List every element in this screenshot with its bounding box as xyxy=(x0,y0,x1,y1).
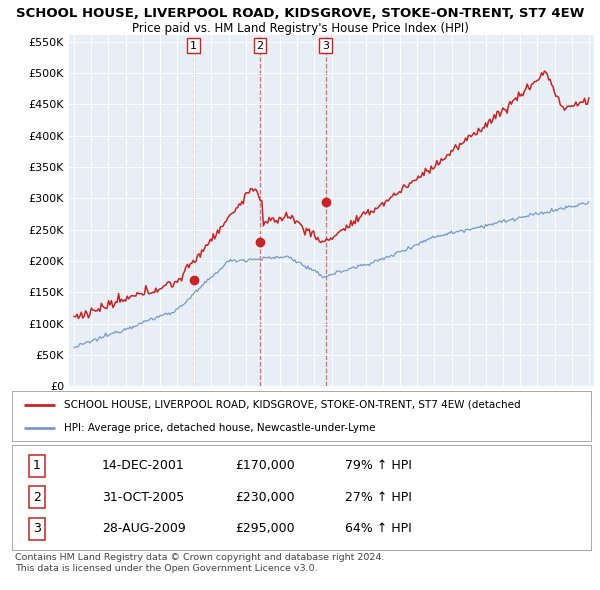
Text: 3: 3 xyxy=(322,41,329,51)
Text: 27% ↑ HPI: 27% ↑ HPI xyxy=(345,491,412,504)
Text: 14-DEC-2001: 14-DEC-2001 xyxy=(102,460,184,473)
Text: £170,000: £170,000 xyxy=(235,460,295,473)
Text: Contains HM Land Registry data © Crown copyright and database right 2024.
This d: Contains HM Land Registry data © Crown c… xyxy=(15,553,385,573)
Text: 3: 3 xyxy=(33,522,41,535)
Text: Price paid vs. HM Land Registry's House Price Index (HPI): Price paid vs. HM Land Registry's House … xyxy=(131,22,469,35)
Text: 1: 1 xyxy=(33,460,41,473)
Text: SCHOOL HOUSE, LIVERPOOL ROAD, KIDSGROVE, STOKE-ON-TRENT, ST7 4EW (detached: SCHOOL HOUSE, LIVERPOOL ROAD, KIDSGROVE,… xyxy=(64,399,521,409)
Text: £230,000: £230,000 xyxy=(235,491,295,504)
Text: 1: 1 xyxy=(190,41,197,51)
Text: 79% ↑ HPI: 79% ↑ HPI xyxy=(345,460,412,473)
Text: 64% ↑ HPI: 64% ↑ HPI xyxy=(345,522,412,535)
Text: 2: 2 xyxy=(33,491,41,504)
Text: 2: 2 xyxy=(256,41,263,51)
Text: £295,000: £295,000 xyxy=(235,522,295,535)
Text: 28-AUG-2009: 28-AUG-2009 xyxy=(102,522,185,535)
Text: 31-OCT-2005: 31-OCT-2005 xyxy=(102,491,184,504)
Text: SCHOOL HOUSE, LIVERPOOL ROAD, KIDSGROVE, STOKE-ON-TRENT, ST7 4EW: SCHOOL HOUSE, LIVERPOOL ROAD, KIDSGROVE,… xyxy=(16,7,584,20)
Text: HPI: Average price, detached house, Newcastle-under-Lyme: HPI: Average price, detached house, Newc… xyxy=(64,423,376,433)
